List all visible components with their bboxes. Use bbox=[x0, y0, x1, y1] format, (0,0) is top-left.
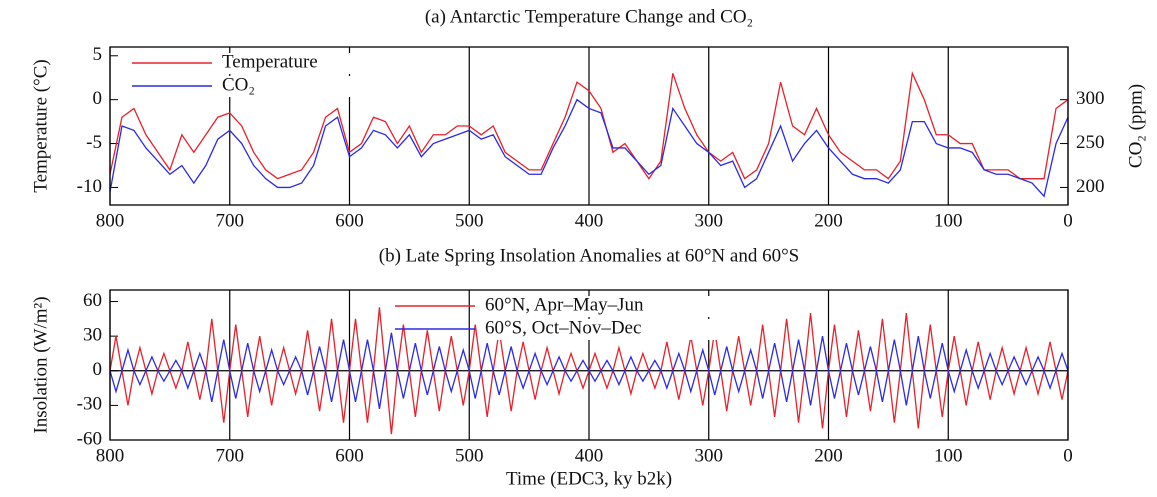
series-line bbox=[109, 98, 1069, 198]
legend-label: Temperature bbox=[222, 51, 318, 72]
y-tick-label: -60 bbox=[77, 428, 102, 449]
y2-tick-label: 300 bbox=[1076, 88, 1105, 109]
x-tick-label: 500 bbox=[455, 210, 484, 231]
x-tick-label: 600 bbox=[335, 210, 364, 231]
y2-tick-label: 200 bbox=[1076, 176, 1105, 197]
y-tick-label: 30 bbox=[83, 325, 102, 346]
legend-label: 60°S, Oct–Nov–Dec bbox=[485, 317, 641, 338]
legend-bg bbox=[485, 319, 735, 340]
x-tick-label: 400 bbox=[575, 210, 604, 231]
legend-bg bbox=[222, 76, 362, 97]
x-tick-label: 400 bbox=[575, 445, 604, 466]
y-tick-label: 5 bbox=[93, 44, 103, 65]
legend-label: CO₂ bbox=[222, 74, 255, 95]
chart-title: (b) Late Spring Insolation Anomalies at … bbox=[379, 245, 799, 266]
series-line bbox=[109, 332, 1069, 409]
x-tick-label: 100 bbox=[934, 210, 963, 231]
plot-frame bbox=[109, 46, 1069, 206]
y2-axis-label: CO₂ (ppm) bbox=[1125, 84, 1146, 168]
x-tick-label: 600 bbox=[335, 445, 364, 466]
legend-bg bbox=[485, 296, 735, 317]
x-tick-label: 300 bbox=[695, 210, 724, 231]
x-tick-label: 700 bbox=[216, 445, 245, 466]
chart-title: (a) Antarctic Temperature Change and CO₂ bbox=[425, 6, 753, 27]
x-tick-label: 0 bbox=[1063, 445, 1073, 466]
x-tick-label: 200 bbox=[814, 445, 843, 466]
x-tick-label: 100 bbox=[934, 445, 963, 466]
y-axis-label: Temperature (°C) bbox=[30, 59, 51, 192]
y2-tick-label: 250 bbox=[1076, 132, 1105, 153]
y-tick-label: 60 bbox=[83, 290, 102, 311]
y-tick-label: -5 bbox=[86, 132, 102, 153]
y-tick-label: 0 bbox=[93, 88, 103, 109]
x-tick-label: 300 bbox=[695, 445, 724, 466]
series-line bbox=[109, 71, 1069, 180]
x-axis-label: Time (EDC3, ky b2k) bbox=[506, 468, 672, 489]
x-tick-label: 800 bbox=[96, 445, 125, 466]
legend-label: 60°N, Apr–May–Jun bbox=[485, 294, 644, 315]
x-tick-label: 200 bbox=[814, 210, 843, 231]
y-tick-label: -10 bbox=[77, 176, 102, 197]
x-tick-label: 700 bbox=[216, 210, 245, 231]
x-tick-label: 500 bbox=[455, 445, 484, 466]
x-tick-label: 800 bbox=[96, 210, 125, 231]
y-tick-label: -30 bbox=[77, 394, 102, 415]
plot-frame bbox=[109, 289, 1069, 441]
x-tick-label: 0 bbox=[1063, 210, 1073, 231]
y-axis-label: Insolation (W/m²) bbox=[30, 296, 51, 433]
y-tick-label: 0 bbox=[93, 359, 103, 380]
legend-bg bbox=[222, 53, 362, 74]
